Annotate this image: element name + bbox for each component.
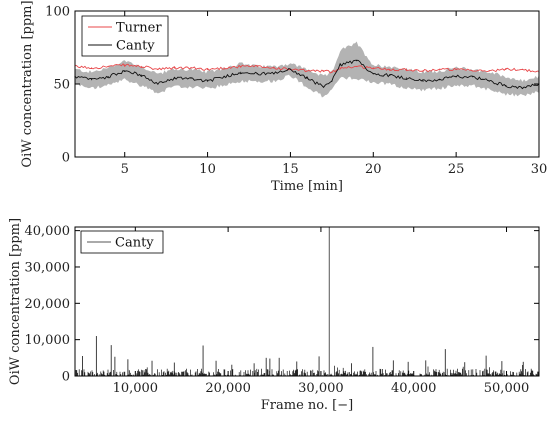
x-tick-label: 15 [282, 162, 299, 177]
x-tick-label: 20 [365, 162, 382, 177]
top-ticks: 5 10 15 20 25 30 0 50 100 [45, 5, 547, 178]
y-tick-label: 100 [45, 5, 70, 20]
data-point-turner [422, 70, 424, 72]
data-point-turner [190, 67, 192, 69]
data-point-canty [505, 84, 507, 87]
data-point-canty [339, 64, 341, 66]
data-point-canty [455, 76, 457, 78]
bottom-axes-frame [74, 226, 540, 377]
data-point-turner [521, 68, 524, 70]
bottom-ticks: 10,000 20,000 30,000 40,000 50,000 0 10,000 20,… [25, 224, 539, 396]
data-point-turner [505, 68, 507, 70]
data-point-canty [331, 80, 333, 82]
x-tick-label: 40,000 [391, 381, 437, 396]
data-point-canty [422, 80, 424, 82]
data-point-turner [206, 68, 209, 70]
legend-label-turner: Turner [116, 21, 162, 36]
data-point-turner [339, 67, 341, 69]
bottom-x-axis-label: Frame no. [−] [261, 398, 353, 413]
x-tick-label: 10 [199, 162, 216, 177]
top-x-axis-label: Time [min] [271, 179, 343, 194]
data-point-canty [488, 80, 490, 82]
data-point-turner [472, 70, 474, 72]
data-point-canty [306, 77, 308, 79]
data-point-turner [389, 68, 391, 70]
data-point-canty [438, 79, 441, 81]
data-point-canty [140, 74, 142, 76]
data-point-canty [157, 83, 159, 85]
data-point-canty [472, 76, 474, 78]
data-point-canty [223, 76, 225, 78]
data-point-turner [240, 65, 242, 68]
data-point-canty [240, 71, 242, 73]
data-point-canty [107, 76, 109, 78]
data-point-canty [90, 79, 93, 81]
y-tick-label: 40,000 [25, 224, 71, 239]
y-tick-label: 30,000 [25, 260, 71, 275]
data-point-canty [521, 87, 524, 89]
y-tick-label: 50 [53, 78, 70, 93]
data-point-turner [438, 68, 441, 70]
data-point-turner [157, 68, 159, 70]
canty-confidence-band [75, 41, 539, 98]
data-point-canty [356, 60, 358, 62]
bottom-chart: 10,000 20,000 30,000 40,000 50,000 0 10,000 20,… [8, 218, 540, 413]
data-point-turner [273, 67, 275, 69]
data-point-turner [173, 67, 176, 69]
data-point-canty [206, 80, 209, 82]
data-point-turner [140, 65, 142, 68]
bottom-legend: Canty [80, 230, 164, 254]
data-point-turner [322, 70, 325, 72]
x-tick-label: 50,000 [484, 381, 530, 396]
data-point-canty [173, 77, 176, 79]
x-tick-label: 30 [531, 162, 548, 177]
top-legend: Turner Canty [81, 15, 169, 57]
top-y-axis-label: OiW concentration [ppm] [20, 0, 35, 167]
y-tick-label: 0 [62, 151, 70, 166]
data-point-turner [306, 70, 308, 72]
data-point-canty [124, 70, 126, 72]
data-point-canty [273, 73, 275, 75]
data-point-turner [488, 70, 490, 72]
data-point-turner [405, 68, 408, 70]
data-point-canty [372, 73, 374, 75]
x-tick-label: 25 [448, 162, 465, 177]
x-tick-label: 20,000 [205, 381, 251, 396]
data-point-turner [124, 64, 126, 66]
data-point-turner [356, 65, 358, 68]
y-tick-label: 0 [62, 370, 70, 385]
top-legend-box [81, 15, 169, 57]
data-point-turner [372, 67, 374, 69]
data-point-canty [389, 74, 391, 76]
data-point-canty [322, 86, 325, 88]
data-point-canty [256, 73, 258, 75]
y-tick-label: 20,000 [25, 297, 71, 312]
data-point-turner [256, 65, 258, 68]
data-point-canty [289, 68, 292, 70]
canty-baseline-noise [75, 365, 539, 376]
data-point-canty [405, 77, 408, 79]
data-point-turner [223, 67, 225, 69]
series-line-canty [74, 59, 540, 90]
bottom-y-axis-label: OiW concentration [ppm] [8, 218, 23, 385]
data-point-canty [190, 77, 192, 79]
x-tick-label: 10,000 [113, 381, 159, 396]
x-tick-label: 5 [121, 162, 129, 177]
top-plot-area [74, 41, 540, 98]
data-point-turner [331, 71, 333, 73]
y-tick-label: 10,000 [25, 333, 71, 348]
top-chart: 5 10 15 20 25 30 0 50 100 Time [min] OiW concent… [20, 0, 547, 194]
x-tick-label: 30,000 [298, 381, 344, 396]
data-point-turner [455, 68, 457, 70]
bottom-legend-box [80, 230, 164, 254]
data-point-turner [90, 67, 93, 69]
legend-label-canty-bottom: Canty [115, 236, 154, 251]
legend-label-canty: Canty [116, 39, 155, 54]
data-point-turner [107, 65, 109, 68]
